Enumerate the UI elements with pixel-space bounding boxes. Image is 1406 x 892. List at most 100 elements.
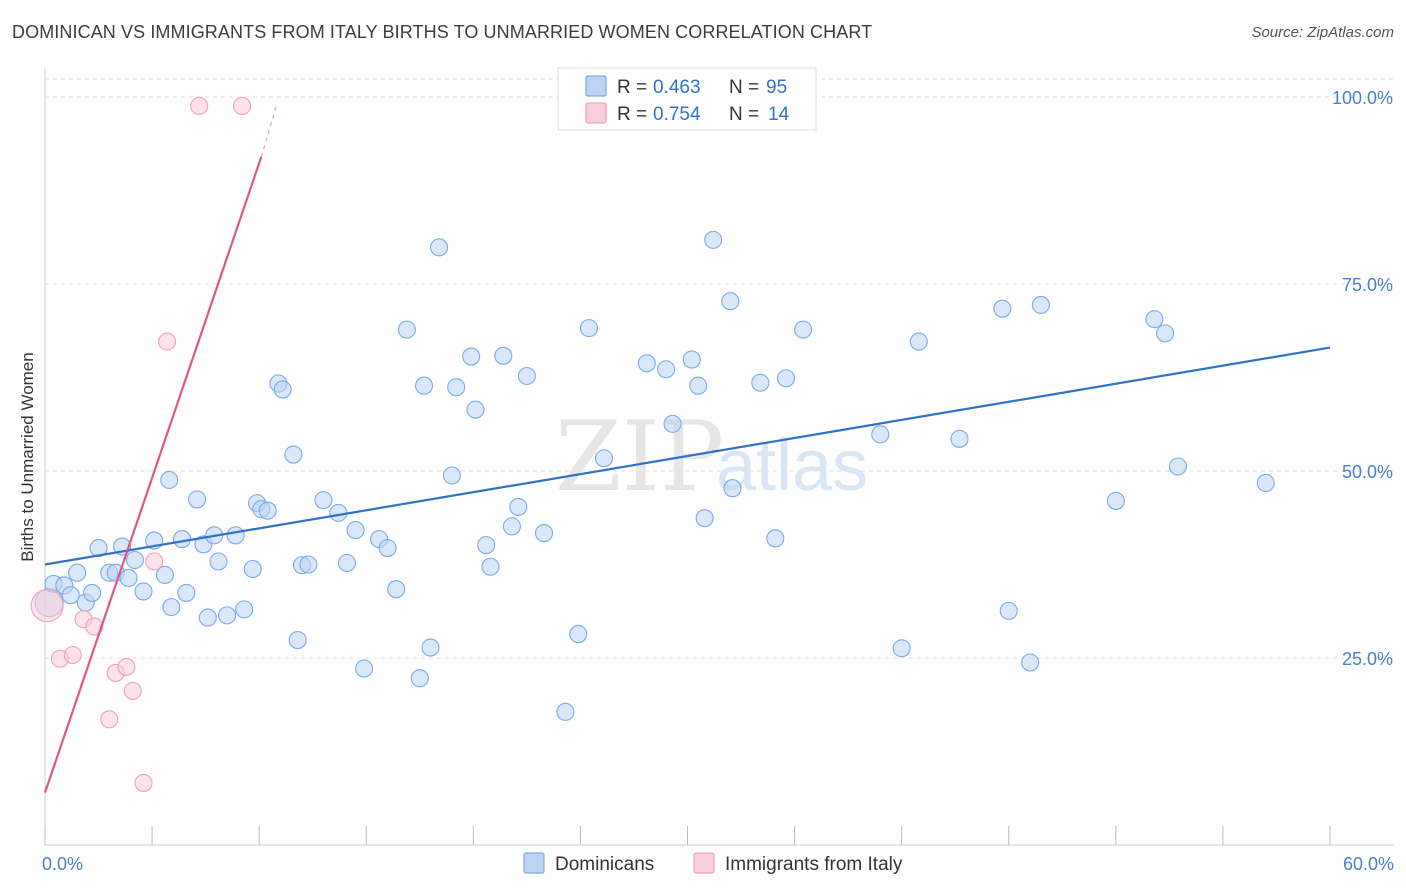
dominicans-point-17 — [162, 598, 181, 617]
legend-top-r-label-2: R = — [617, 104, 647, 125]
watermark-zip: ZIP — [555, 401, 724, 513]
dominicans-point-55 — [477, 536, 496, 555]
dominicans-point-68 — [663, 414, 682, 433]
legend-top-swatch-pink — [585, 102, 607, 124]
dominicans-point-53 — [462, 347, 481, 366]
dominicans-point-66 — [637, 354, 656, 373]
dominicans-point-65 — [594, 449, 614, 468]
dominicans-point-71 — [695, 509, 714, 528]
legend-bottom-label-dominicans: Dominicans — [555, 854, 654, 875]
dominicans-trend-line — [44, 346, 1331, 566]
legend-bottom-swatch-dominicans — [523, 852, 545, 874]
dominicans-point-44 — [378, 538, 397, 558]
trend-lines — [43, 105, 1331, 793]
dominicans-point-58 — [502, 517, 521, 536]
y-axis-label: Births to Unmarried Women — [18, 352, 37, 561]
dominicans-point-54 — [466, 400, 485, 419]
legend-top: R = 0.463 N = 95 R = 0.754 N = 14 — [557, 67, 817, 131]
dominicans-point-76 — [766, 529, 785, 548]
dominicans-point-81 — [909, 332, 928, 351]
legend-top-n-value-2: 14 — [768, 104, 790, 125]
dominicans-point-84 — [999, 601, 1018, 620]
dominicans-point-13 — [134, 582, 153, 601]
dominicans-point-67 — [657, 360, 676, 379]
y-tick-label-100: 100.0% — [1332, 88, 1393, 108]
series-dominicans-points — [34, 230, 1275, 721]
dominicans-point-27 — [235, 600, 254, 619]
dominicans-point-46 — [397, 320, 416, 339]
dominicans-point-75 — [751, 373, 770, 392]
y-tick-labels: 25.0% 50.0% 75.0% 100.0% — [1332, 88, 1393, 669]
dominicans-point-60 — [517, 366, 536, 386]
italy-point-11 — [158, 332, 177, 351]
dominicans-point-40 — [337, 553, 357, 573]
italy-point-0 — [30, 589, 64, 623]
dominicans-point-50 — [430, 238, 449, 257]
dominicans-point-15 — [155, 565, 174, 585]
legend-top-r-label-1: R = — [617, 77, 647, 98]
dominicans-point-59 — [509, 497, 528, 516]
dominicans-point-18 — [173, 530, 192, 549]
dominicans-point-11 — [119, 568, 138, 588]
dominicans-point-47 — [410, 669, 429, 688]
dominicans-point-34 — [284, 445, 303, 464]
dominicans-point-28 — [243, 559, 262, 579]
legend-top-r-value-1: 0.463 — [653, 77, 701, 98]
dominicans-point-49 — [421, 638, 440, 657]
italy-point-4 — [85, 617, 104, 636]
italy-point-13 — [232, 96, 252, 116]
dominicans-point-35 — [288, 630, 307, 650]
italy-trend-line-dashed — [260, 105, 277, 158]
italy-point-9 — [134, 773, 153, 792]
dominicans-point-37 — [299, 555, 318, 574]
dominicans-point-91 — [1256, 473, 1275, 493]
dominicans-point-63 — [569, 625, 588, 644]
dominicans-point-82 — [950, 429, 969, 448]
dominicans-point-70 — [689, 376, 708, 395]
dominicans-point-25 — [217, 606, 237, 625]
x-tick-label-1: 60.0% — [1343, 854, 1394, 874]
dominicans-point-6 — [83, 583, 102, 602]
dominicans-point-33 — [273, 380, 292, 399]
x-tick-labels: 0.0% 60.0% — [42, 854, 1394, 874]
dominicans-point-61 — [534, 524, 554, 543]
legend-bottom: Dominicans Immigrants from Italy — [523, 852, 903, 875]
dominicans-point-3 — [61, 586, 80, 605]
dominicans-point-87 — [1106, 491, 1125, 510]
dominicans-point-64 — [579, 319, 599, 338]
dominicans-point-42 — [355, 659, 374, 678]
dominicans-point-77 — [776, 369, 796, 388]
dominicans-point-38 — [314, 491, 333, 510]
italy-point-8 — [123, 681, 142, 700]
dominicans-point-19 — [177, 583, 196, 602]
italy-point-7 — [117, 657, 136, 677]
dominicans-point-80 — [892, 639, 911, 658]
dominicans-point-83 — [993, 299, 1012, 318]
chart-title: DOMINICAN VS IMMIGRANTS FROM ITALY BIRTH… — [12, 22, 873, 42]
dominicans-point-20 — [188, 490, 207, 509]
dominicans-point-12 — [125, 550, 144, 570]
dominicans-point-51 — [442, 466, 461, 485]
x-tick-label-0: 0.0% — [42, 854, 83, 874]
legend-bottom-swatch-italy — [693, 852, 715, 874]
dominicans-point-41 — [346, 521, 365, 540]
dominicans-point-78 — [794, 320, 813, 339]
dominicans-point-85 — [1021, 653, 1040, 672]
dominicans-point-4 — [68, 563, 87, 582]
dominicans-point-22 — [198, 608, 217, 627]
dominicans-point-52 — [447, 378, 466, 397]
dominicans-point-48 — [415, 376, 434, 395]
dominicans-point-74 — [723, 479, 742, 498]
italy-trend-line — [43, 156, 263, 793]
legend-top-n-value-1: 95 — [766, 77, 787, 98]
dominicans-point-31 — [258, 501, 277, 520]
dominicans-point-56 — [481, 557, 500, 576]
italy-point-12 — [190, 96, 209, 116]
dominicans-point-88 — [1145, 310, 1164, 329]
dominicans-point-16 — [160, 470, 179, 490]
dominicans-point-69 — [682, 350, 701, 369]
y-tick-label-25: 25.0% — [1342, 649, 1393, 669]
dominicans-point-26 — [226, 526, 245, 545]
dominicans-point-73 — [721, 292, 740, 311]
